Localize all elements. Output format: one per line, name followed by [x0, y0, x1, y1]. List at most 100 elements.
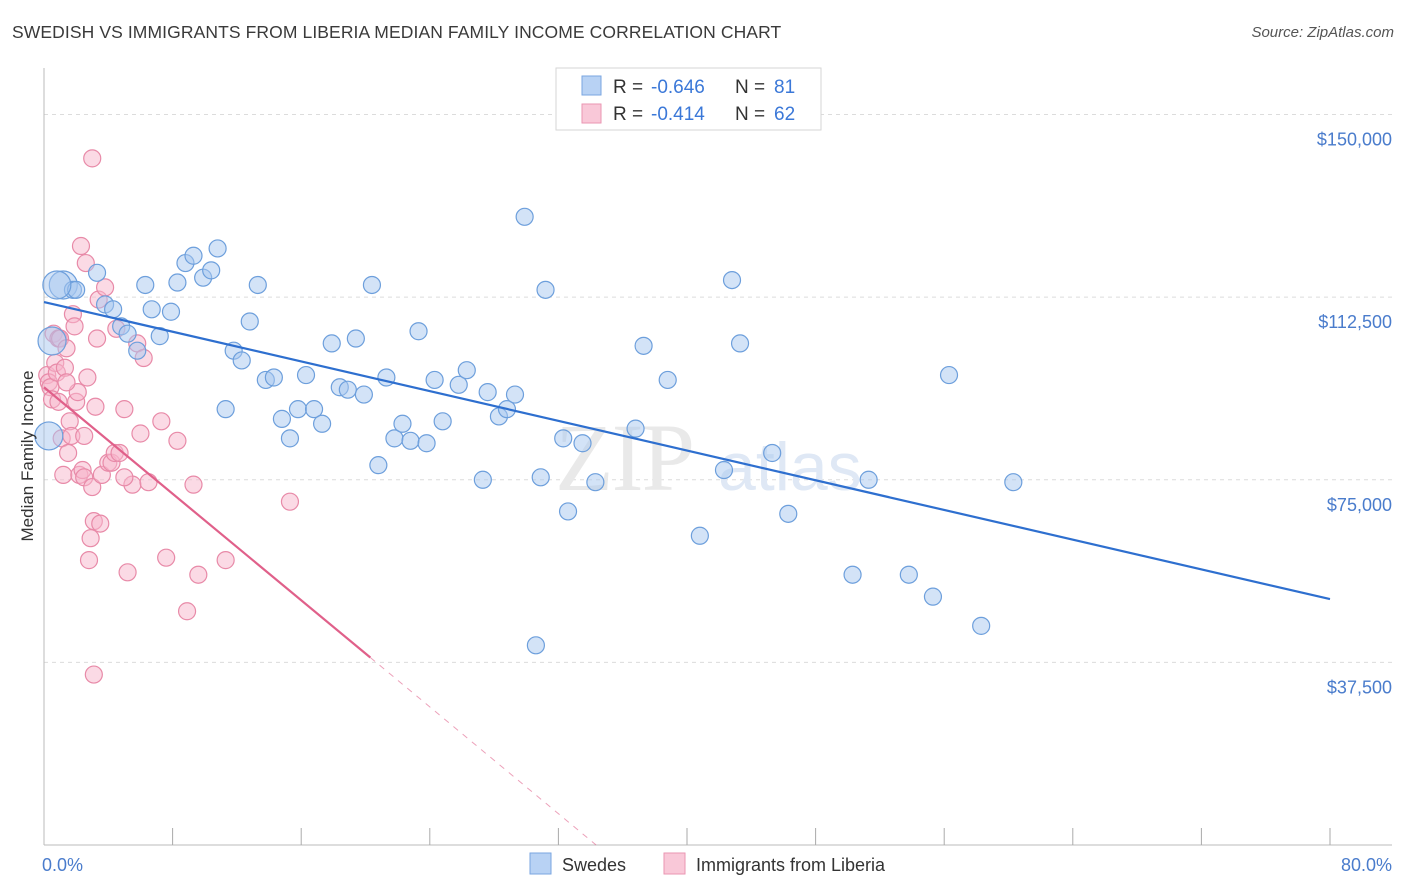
swedes-point — [248, 275, 267, 295]
swedes-point — [184, 246, 203, 265]
liberia-point — [168, 431, 187, 450]
swedes-point — [34, 421, 64, 451]
liberia-point — [177, 602, 197, 621]
liberia-point — [59, 443, 78, 463]
swedes-point — [168, 273, 187, 292]
swedes-point — [972, 616, 991, 635]
swedes-point — [264, 368, 283, 387]
legend-swedes-swatch — [581, 75, 602, 96]
legend-box: R = -0.646 N = 81 R = -0.414 N = 62 — [555, 67, 822, 131]
series-swedes-points — [34, 207, 1023, 655]
swedes-point — [1004, 473, 1023, 492]
liberia-point — [78, 368, 97, 387]
swedes-point — [730, 334, 750, 353]
swedes-point — [714, 460, 734, 480]
swedes-point — [763, 443, 782, 463]
bottom-legend-swedes-swatch — [529, 852, 552, 875]
chart-source: Source: ZipAtlas.com — [1251, 24, 1394, 41]
y-tick-label: $150,000 — [1317, 130, 1392, 150]
watermark-atlas: atlas — [718, 429, 862, 505]
liberia-point — [115, 468, 134, 487]
liberia-point — [86, 397, 105, 416]
swedes-point — [478, 383, 497, 402]
y-tick-label: $75,000 — [1327, 495, 1392, 515]
swedes-point — [457, 361, 476, 380]
legend-liberia-n-label: N = — [735, 104, 765, 125]
swedes-point — [531, 468, 550, 487]
liberia-point — [54, 465, 73, 484]
y-axis-title: Median Family Income — [18, 370, 37, 541]
swedes-point — [272, 409, 292, 428]
swedes-point — [393, 414, 412, 433]
swedes-point — [634, 336, 653, 355]
swedes-point — [505, 385, 525, 404]
swedes-point — [690, 526, 709, 545]
swedes-point — [859, 470, 878, 489]
watermark-zip: ZIP — [555, 404, 693, 511]
liberia-point — [49, 392, 68, 411]
swedes-point — [626, 419, 645, 438]
swedes-point — [573, 434, 592, 453]
swedes-point — [280, 429, 300, 448]
swedes-point — [161, 302, 181, 321]
bottom-legend-swedes-label: Swedes — [562, 855, 626, 875]
legend-swedes-r-value: -0.646 — [651, 77, 705, 98]
liberia-trendline-extension — [370, 657, 597, 846]
liberia-point — [184, 475, 203, 494]
swedes-point — [417, 434, 436, 453]
legend-liberia-r-value: -0.414 — [651, 104, 705, 125]
y-tick-label: $37,500 — [1327, 677, 1392, 697]
liberia-point — [71, 236, 91, 256]
liberia-point — [131, 424, 150, 443]
legend-liberia-r-label: R = — [613, 104, 643, 125]
legend-swedes-r-label: R = — [613, 77, 643, 98]
x-tick-label-max: 80.0% — [1341, 855, 1392, 875]
swedes-point — [232, 351, 251, 370]
swedes-point — [425, 370, 444, 390]
swedes-point — [409, 322, 428, 341]
liberia-point — [118, 563, 137, 582]
swedes-point — [658, 370, 677, 390]
liberia-point — [84, 665, 103, 684]
swedes-point — [473, 470, 492, 489]
swedes-point — [449, 375, 468, 394]
liberia-point — [91, 514, 110, 533]
legend-swedes-n-value: 81 — [774, 77, 795, 98]
swedes-point — [346, 329, 365, 348]
swedes-point — [586, 473, 605, 492]
swedes-point — [296, 365, 316, 385]
liberia-point — [115, 400, 134, 419]
liberia-point — [110, 443, 129, 463]
liberia-point — [57, 373, 76, 392]
liberia-point — [83, 477, 102, 497]
swedes-point — [208, 239, 227, 258]
swedes-point — [362, 275, 382, 295]
liberia-point — [87, 329, 107, 348]
swedes-point — [288, 400, 308, 419]
liberia-point — [139, 473, 158, 492]
liberia-point — [157, 548, 176, 567]
swedes-point — [128, 341, 147, 360]
liberia-trendline — [43, 386, 372, 659]
swedes-point — [312, 414, 332, 433]
swedes-point — [304, 400, 324, 419]
bottom-legend-liberia-label: Immigrants from Liberia — [696, 855, 886, 875]
liberia-point — [189, 565, 208, 584]
swedes-point — [338, 380, 357, 399]
swedes-point — [843, 565, 862, 584]
swedes-point — [433, 412, 452, 431]
swedes-point — [554, 429, 573, 448]
legend-liberia-n-value: 62 — [774, 104, 795, 125]
swedes-point — [939, 365, 959, 385]
swedes-point — [87, 263, 107, 282]
liberia-point — [65, 317, 84, 336]
liberia-point — [79, 551, 99, 570]
swedes-point — [240, 312, 259, 331]
swedes-point — [150, 327, 169, 346]
liberia-point — [75, 426, 94, 446]
swedes-point — [515, 207, 534, 226]
y-tick-labels: $37,500 $75,000 $112,500 $150,000 — [1317, 130, 1392, 698]
legend-swedes-n-label: N = — [735, 77, 765, 98]
liberia-point — [280, 492, 300, 511]
